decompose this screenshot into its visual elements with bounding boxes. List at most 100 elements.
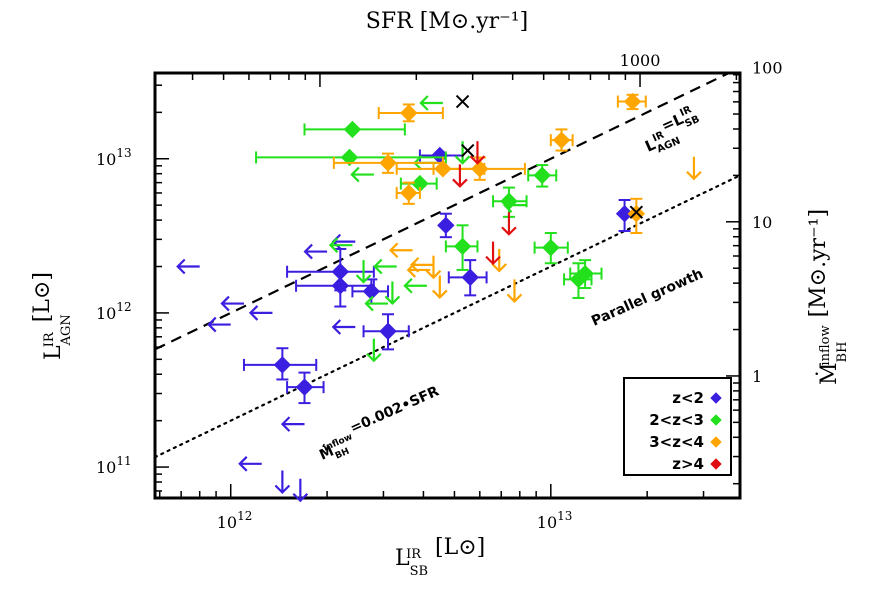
- limit-head: [506, 293, 523, 303]
- reference-line-equality: [154, 72, 730, 351]
- limit-head: [274, 484, 291, 495]
- data-point: [303, 120, 406, 139]
- data-marker: [471, 160, 489, 178]
- upper-limit-arrow: [485, 241, 501, 266]
- cross-marker: [460, 143, 475, 158]
- data-marker: [437, 216, 455, 235]
- cross-stroke: [455, 94, 470, 109]
- data-point: [295, 268, 375, 308]
- cross-marker: [455, 94, 470, 109]
- data-point: [627, 197, 646, 234]
- data-marker: [331, 277, 350, 295]
- limit-head: [432, 289, 448, 300]
- limit-head: [207, 316, 217, 333]
- upper-limit-arrow: [350, 166, 374, 183]
- legend: z<2 2<z<3 3<z<4 z>4: [623, 377, 732, 476]
- limit-head: [425, 269, 442, 280]
- data-point: [527, 164, 558, 188]
- upper-limit-arrow: [503, 197, 527, 213]
- y-axis-label: LAGNIR[L⊙]: [30, 272, 74, 360]
- upper-limit-arrow: [303, 243, 328, 260]
- data-marker: [379, 154, 397, 172]
- limit-head: [503, 197, 513, 213]
- data-point: [286, 371, 325, 405]
- svg-text:Parallel growth: Parallel growth: [589, 266, 706, 330]
- series-3-z-4: [332, 92, 702, 303]
- data-point: [377, 103, 444, 123]
- data-point: [437, 212, 455, 239]
- series-2-z-3: [255, 95, 603, 363]
- svg-text:ṀBHinflow[M⊙.yr⁻¹]: ṀBHinflow[M⊙.yr⁻¹]: [806, 209, 850, 385]
- axis-ticks: 1012 1013 1011 1012 1013 1000 1 10 100: [96, 51, 783, 532]
- upper-limit-arrow: [331, 319, 356, 335]
- top-tick-label: 1000: [620, 51, 661, 70]
- data-marker: [343, 120, 362, 139]
- limit-head: [491, 263, 508, 273]
- data-point: [362, 313, 410, 351]
- legend-marker: [710, 458, 722, 470]
- reference-line-parallel: [153, 174, 742, 459]
- data-marker: [542, 238, 560, 257]
- upper-limit-arrow: [501, 212, 517, 236]
- data-layer: [176, 92, 702, 503]
- data-point: [616, 92, 647, 111]
- upper-limit-arrow: [452, 164, 468, 188]
- series-z-2: [176, 146, 634, 503]
- legend-label: z<2: [672, 389, 704, 407]
- limit-head: [485, 255, 501, 266]
- cross-markers: [455, 94, 644, 219]
- right-tick-label: 100: [752, 59, 783, 78]
- data-marker: [627, 205, 646, 223]
- data-point: [395, 181, 421, 205]
- upper-limit-arrow: [207, 316, 231, 333]
- data-marker: [295, 378, 314, 396]
- legend-label: 3<z<4: [649, 433, 704, 451]
- limit-head: [355, 274, 372, 284]
- legend-marker: [710, 436, 722, 448]
- limit-head: [454, 155, 471, 165]
- data-marker: [576, 264, 594, 283]
- data-point: [242, 347, 318, 381]
- limit-head: [501, 226, 517, 236]
- data-point: [444, 224, 479, 271]
- data-point: [569, 259, 603, 290]
- limit-head: [248, 305, 259, 321]
- cross-marker: [629, 205, 644, 219]
- svg-text:ṀBHinflow=0.002•SFR: ṀBHinflow=0.002•SFR: [312, 383, 448, 467]
- upper-limit-arrow: [248, 305, 273, 321]
- upper-limit-arrow: [292, 478, 309, 503]
- limit-head: [176, 258, 186, 275]
- upper-limit-arrow: [176, 258, 200, 275]
- svg-text:LAGNIR[L⊙]: LAGNIR[L⊙]: [30, 272, 74, 360]
- legend-label: 2<z<3: [649, 411, 704, 429]
- data-marker: [461, 268, 479, 287]
- x-tick-label: 1013: [537, 509, 573, 532]
- reference-lines: [153, 72, 742, 459]
- limit-head: [328, 237, 339, 253]
- limit-head: [220, 295, 230, 312]
- data-point: [615, 199, 634, 232]
- limit-head: [686, 171, 702, 181]
- limit-head: [373, 258, 383, 275]
- upper-limit-arrow: [328, 237, 353, 253]
- y-tick-label: 1012: [96, 300, 132, 323]
- upper-limit-arrow: [364, 295, 389, 312]
- limit-head: [409, 257, 420, 273]
- y-tick-label: 1013: [96, 146, 132, 169]
- limit-head: [452, 178, 468, 188]
- legend-box: [623, 377, 732, 476]
- data-marker: [273, 356, 292, 374]
- data-marker: [533, 166, 551, 185]
- data-point: [549, 128, 574, 152]
- data-marker: [552, 131, 571, 149]
- data-marker: [453, 237, 472, 256]
- data-marker: [340, 148, 359, 167]
- limit-head: [389, 242, 399, 259]
- limit-head: [331, 319, 342, 335]
- data-marker: [615, 205, 634, 223]
- limit-head: [419, 95, 429, 111]
- limit-head: [238, 456, 248, 472]
- upper-limit-arrow: [419, 95, 443, 111]
- data-point: [286, 247, 375, 292]
